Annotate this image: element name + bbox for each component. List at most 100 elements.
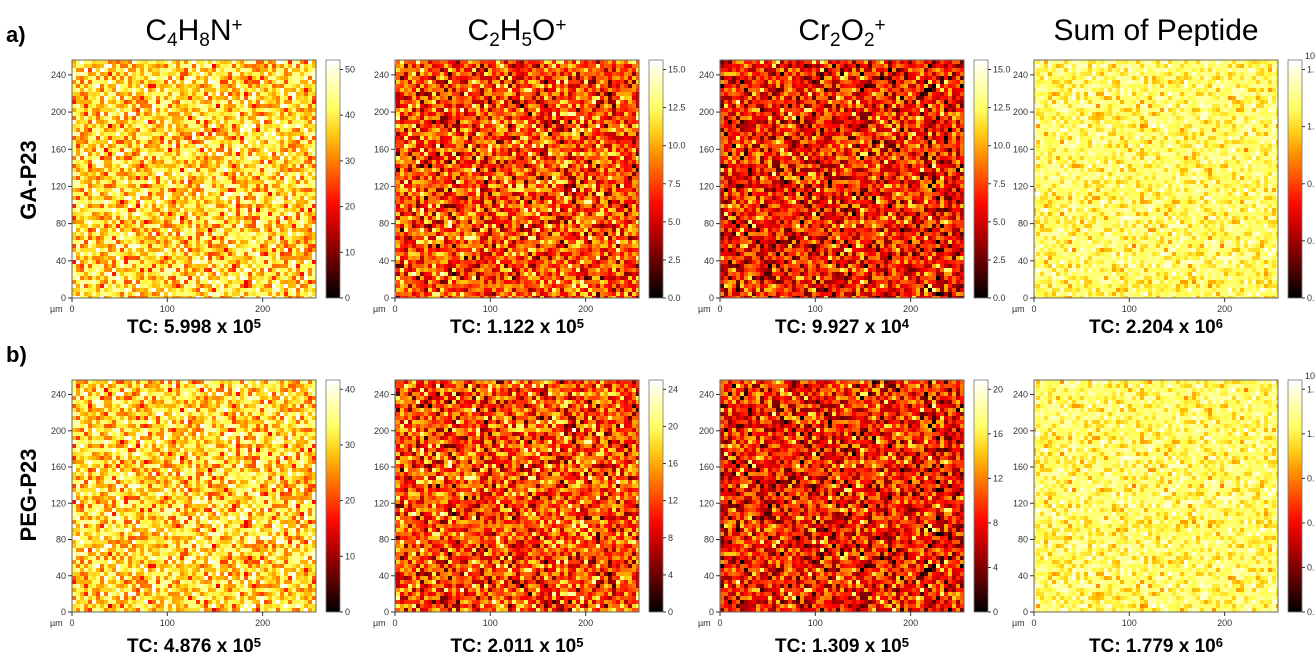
y-tick-label: 240 (1013, 390, 1028, 400)
colorbar-tick-label: 5.0 (993, 217, 1006, 227)
total-counts: TC: 1.309 x 105 (775, 635, 909, 657)
axis-unit: µm (698, 304, 711, 314)
ion-image (720, 380, 964, 612)
y-tick-label: 80 (704, 219, 714, 229)
y-tick-label: 40 (56, 256, 66, 266)
y-tick-label: 240 (51, 390, 66, 400)
x-tick-label: 0 (392, 304, 397, 314)
total-counts: TC: 5.998 x 105 (127, 316, 261, 338)
image-frame (1033, 59, 1279, 299)
colorbar-tick-label: 0.40 (1307, 236, 1315, 246)
x-tick-label: 200 (903, 304, 918, 314)
colorbar-tick-label: 7.5 (993, 179, 1006, 189)
axis-unit: µm (698, 618, 711, 628)
colorbar-tick-label: 0 (668, 607, 673, 617)
y-tick-label: 160 (699, 462, 714, 472)
colorbar (648, 379, 664, 613)
y-tick-label: 240 (1013, 70, 1028, 80)
colorbar-tick-label: 50 (345, 65, 355, 75)
x-tick-label: 100 (808, 304, 823, 314)
colorbar (1287, 59, 1303, 299)
y-tick-label: 80 (379, 535, 389, 545)
colorbar-tick-label: 15.0 (668, 65, 686, 75)
image-frame (394, 379, 640, 613)
colorbar-tick-label: 40 (345, 110, 355, 120)
total-counts: TC: 1.779 x 106 (1089, 635, 1223, 657)
x-tick-label: 0 (1031, 618, 1036, 628)
colorbar-tick-label: 15.0 (993, 65, 1011, 75)
x-tick-label: 100 (1122, 618, 1137, 628)
ion-image-panel: 0 100 200 0 40 80 120 160 200 240 µm 0.0 2.5 5.0 7.5 10… (698, 59, 1011, 338)
y-tick-label: 40 (1018, 256, 1028, 266)
y-tick-label: 160 (699, 144, 714, 154)
x-tick-label: 100 (160, 618, 175, 628)
colorbar-tick-label: 30 (345, 156, 355, 166)
colorbar-tick-label: 16 (993, 429, 1003, 439)
x-tick-label: 0 (717, 304, 722, 314)
x-tick-label: 200 (1217, 618, 1232, 628)
axis-unit: µm (1012, 304, 1025, 314)
y-tick-label: 200 (51, 107, 66, 117)
x-tick-label: 100 (808, 618, 823, 628)
axis-unit: µm (50, 304, 63, 314)
colorbar-tick-label: 0.0 (668, 293, 681, 303)
total-counts: TC: 4.876 x 105 (127, 635, 261, 657)
colorbar-tick-label: 0.00 (1307, 607, 1315, 617)
x-tick-label: 100 (160, 304, 175, 314)
y-tick-label: 240 (699, 390, 714, 400)
colorbar-tick-label: 7.5 (668, 179, 681, 189)
ion-image (1034, 60, 1278, 298)
colorbar-scale: 102 (1305, 371, 1315, 381)
y-tick-label: 160 (374, 462, 389, 472)
x-tick-label: 200 (255, 304, 270, 314)
panel-label: a) (6, 22, 26, 47)
image-frame (394, 59, 640, 299)
image-frame (71, 59, 317, 299)
colorbar-tick-label: 2.5 (993, 255, 1006, 265)
colorbar-tick-label: 0.50 (1307, 518, 1315, 528)
y-tick-label: 200 (1013, 426, 1028, 436)
axis-unit: µm (1012, 618, 1025, 628)
column-title: C2H5O+ (468, 14, 567, 51)
colorbar (325, 59, 341, 299)
colorbar (973, 379, 989, 613)
colorbar-tick-label: 0.00 (1307, 293, 1315, 303)
colorbar-tick-label: 20 (993, 384, 1003, 394)
colorbar-tick-label: 12 (993, 473, 1003, 483)
total-counts: TC: 1.122 x 105 (450, 316, 584, 338)
ion-image-panel: 0 100 200 0 40 80 120 160 200 240 µm 0.00 0.25 0.50 0.… (1012, 371, 1315, 657)
axis-unit: µm (373, 304, 386, 314)
colorbar-tick-label: 0.80 (1307, 179, 1315, 189)
x-tick-label: 100 (483, 618, 498, 628)
y-tick-label: 200 (374, 426, 389, 436)
y-tick-label: 120 (699, 181, 714, 191)
image-frame (1033, 379, 1279, 613)
x-tick-label: 200 (578, 304, 593, 314)
y-tick-label: 240 (374, 70, 389, 80)
y-tick-label: 40 (704, 571, 714, 581)
colorbar-tick-label: 16 (668, 459, 678, 469)
colorbar-tick-label: 10.0 (993, 141, 1011, 151)
x-tick-label: 0 (69, 304, 74, 314)
colorbar-tick-label: 40 (345, 384, 355, 394)
y-tick-label: 120 (1013, 181, 1028, 191)
y-tick-label: 80 (704, 535, 714, 545)
column-title: C4H8N+ (145, 14, 242, 51)
ion-image (395, 60, 639, 298)
colorbar-tick-label: 2.5 (668, 255, 681, 265)
panel-label: b) (6, 342, 27, 367)
y-tick-label: 40 (704, 256, 714, 266)
ion-image-panel: 0 100 200 0 40 80 120 160 200 240 µm 0.00 0.40 0.80 1.… (1012, 51, 1315, 338)
colorbar-tick-label: 30 (345, 440, 355, 450)
colorbar-tick-label: 20 (345, 202, 355, 212)
colorbar-tick-label: 0 (993, 607, 998, 617)
y-tick-label: 120 (1013, 498, 1028, 508)
y-tick-label: 200 (51, 426, 66, 436)
x-tick-label: 200 (578, 618, 593, 628)
ion-image (1034, 380, 1278, 612)
x-tick-label: 0 (69, 618, 74, 628)
colorbar-tick-label: 0 (345, 607, 350, 617)
